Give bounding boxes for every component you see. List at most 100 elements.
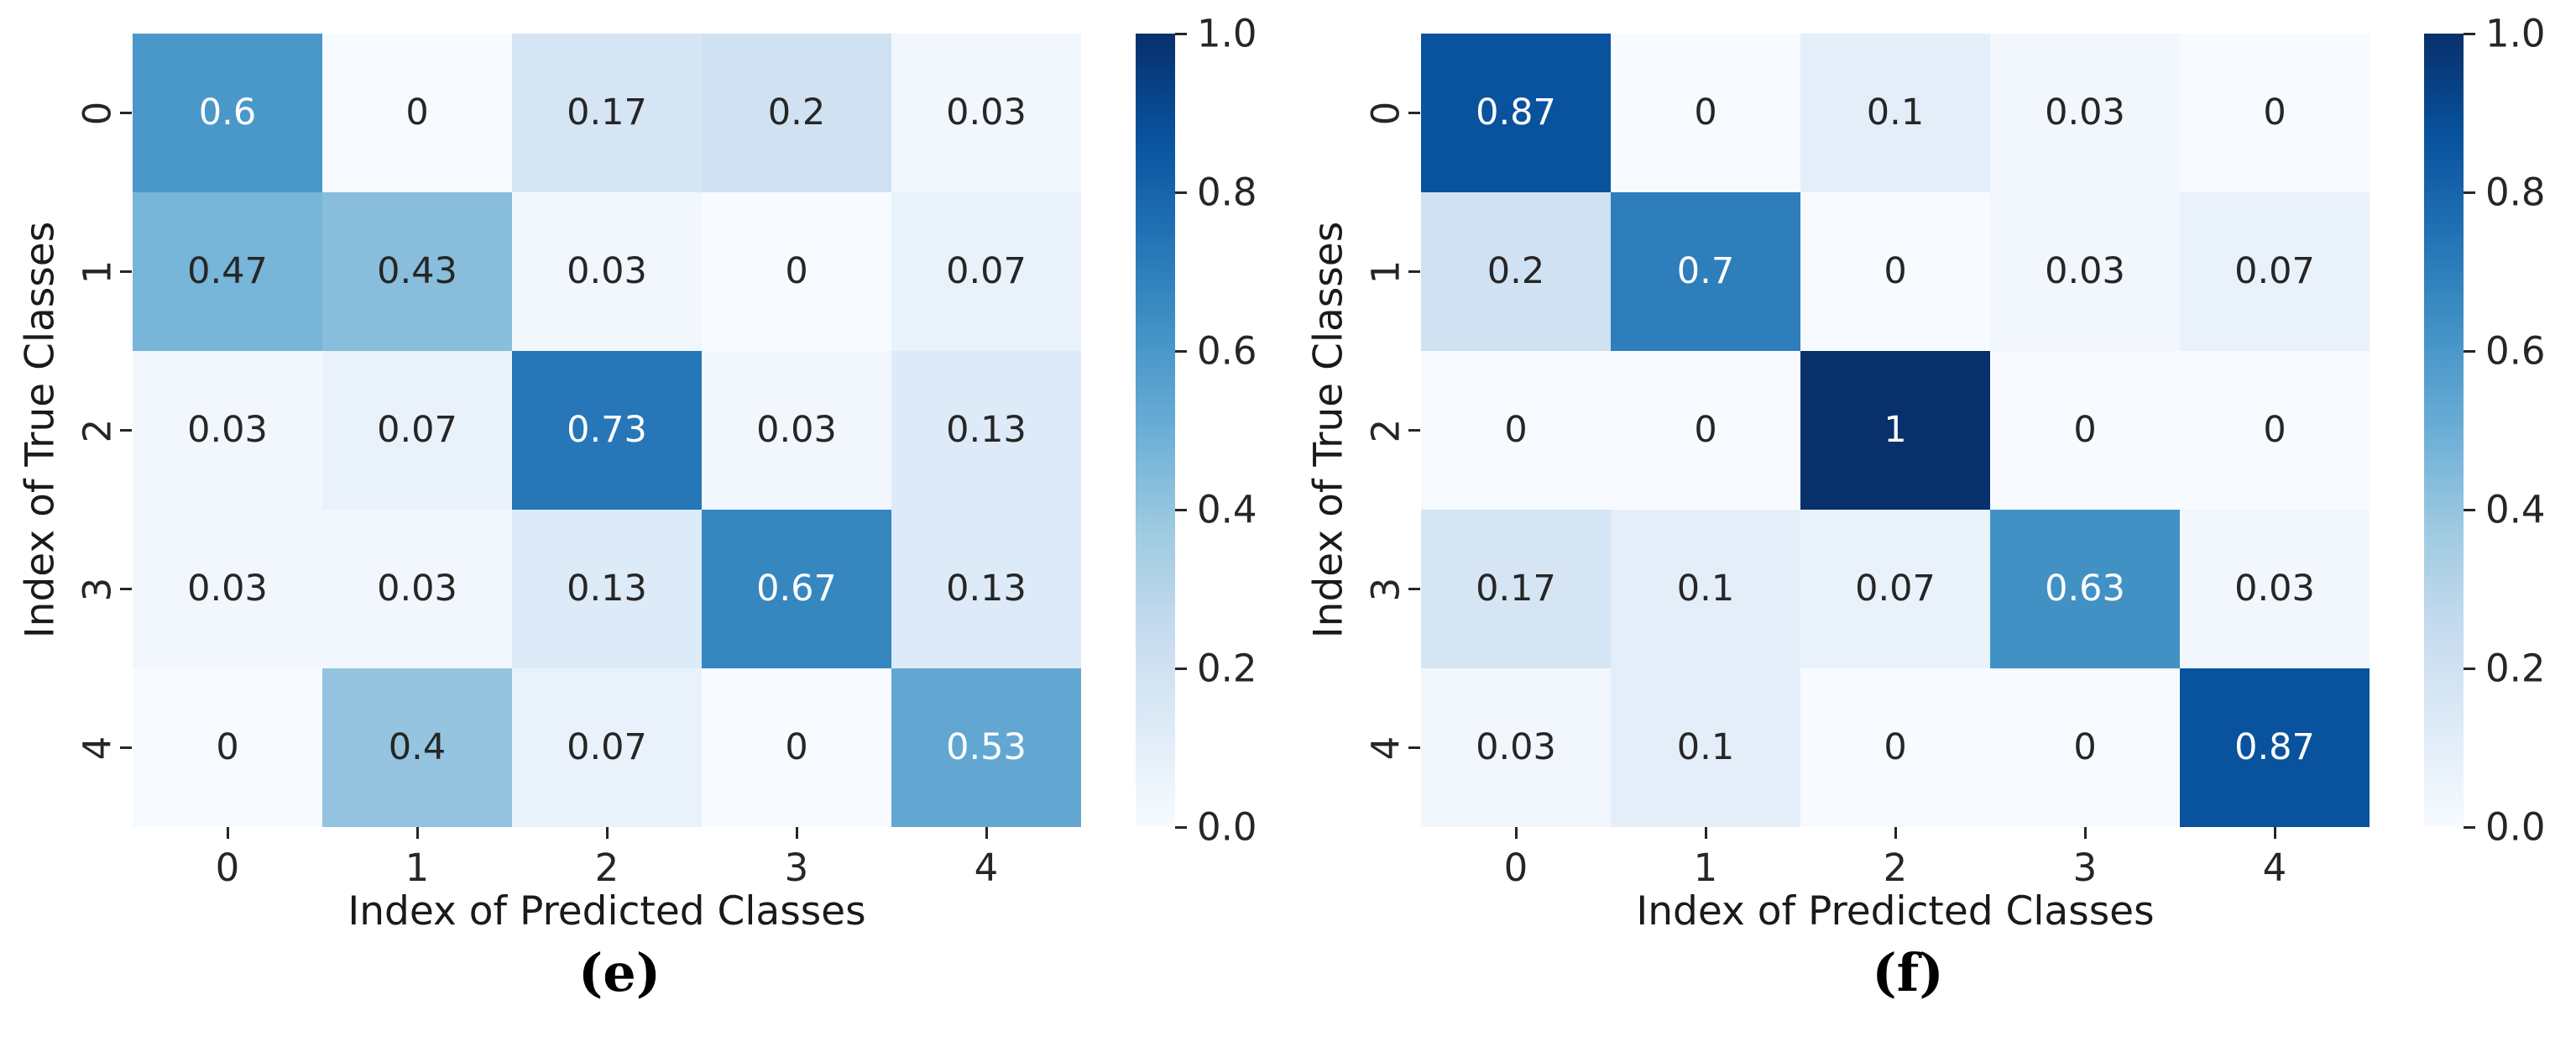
x-tick-label: 2 (1883, 846, 1908, 890)
cell-value: 0.2 (1487, 250, 1545, 292)
heatmap-cell: 1 (1800, 351, 1990, 510)
x-tick-label: 2 (594, 846, 619, 890)
cell-value: 0 (216, 726, 239, 768)
cell-value: 0.47 (187, 250, 268, 292)
cell-value: 0.03 (946, 92, 1027, 134)
cell-value: 0.67 (756, 568, 837, 610)
cell-value: 0.07 (567, 726, 647, 768)
cell-value: 0.03 (567, 250, 647, 292)
heatmap-cell: 0 (133, 668, 322, 827)
heatmap-cell: 0.1 (1611, 668, 1800, 827)
heatmap-cell: 0.13 (512, 510, 702, 668)
x-tick-label: 0 (215, 846, 240, 890)
y-axis-label: Index of True Classes (1305, 221, 1352, 639)
x-axis-label: Index of Predicted Classes (347, 888, 866, 935)
cell-value: 0.4 (388, 726, 447, 768)
x-tick-mark (2083, 827, 2087, 839)
y-tick-mark (120, 588, 132, 590)
colorbar-tick-mark (2464, 825, 2475, 829)
heatmap-cell: 0.63 (1990, 510, 2180, 668)
cell-value: 0.03 (2045, 92, 2125, 134)
cell-value: 0.07 (377, 409, 457, 451)
cell-value: 0 (1884, 726, 1907, 768)
cell-value: 0.6 (198, 92, 257, 134)
cell-value: 0.03 (1476, 726, 1556, 768)
x-tick-mark (795, 827, 798, 839)
cell-value: 0.43 (377, 250, 457, 292)
cell-value: 0 (2073, 409, 2097, 451)
heatmap-cell: 0 (702, 192, 891, 351)
heatmap-cell: 0.6 (133, 34, 322, 192)
heatmap-cell: 0.07 (891, 192, 1081, 351)
cell-value: 0 (785, 726, 808, 768)
heatmap-cell: 0.07 (1800, 510, 1990, 668)
y-tick-mark (1408, 588, 1420, 590)
y-tick-label: 0 (1363, 101, 1408, 125)
y-tick-mark (1408, 746, 1420, 749)
heatmap-cell: 0.07 (512, 668, 702, 827)
cell-value: 0.87 (2234, 726, 2315, 768)
y-tick-mark (1408, 112, 1420, 114)
cell-value: 0 (2073, 726, 2097, 768)
colorbar-tick-label: 0.8 (2485, 170, 2546, 215)
colorbar-tick-mark (1175, 667, 1187, 670)
colorbar-tick-label: 0.2 (1197, 646, 1257, 691)
y-tick-label: 1 (75, 259, 120, 284)
heatmap-cell: 0.73 (512, 351, 702, 510)
heatmap-cell: 0.13 (891, 351, 1081, 510)
cell-value: 0.1 (1676, 568, 1735, 610)
colorbar-tick-mark (2464, 32, 2475, 35)
x-tick-mark (1514, 827, 1518, 839)
x-tick-mark (2273, 827, 2276, 839)
heatmap-cell: 0.03 (2180, 510, 2370, 668)
y-tick-label: 4 (1363, 736, 1408, 760)
x-tick-label: 1 (405, 846, 430, 890)
cell-value: 1 (1884, 409, 1907, 451)
cell-value: 0.03 (187, 568, 268, 610)
x-tick-label: 4 (974, 846, 999, 890)
heatmap-cell: 0.03 (1421, 668, 1611, 827)
cell-value: 0.03 (377, 568, 457, 610)
heatmap-grid: 0.6 0 0.17 0.2 0.03 0.47 0.43 0.03 0 0.07 0.03 0.07… (133, 34, 1081, 827)
heatmap-cell: 0 (1990, 668, 2180, 827)
cell-value: 0.03 (187, 409, 268, 451)
heatmap-cell: 0 (1611, 351, 1800, 510)
cell-value: 0.1 (1676, 726, 1735, 768)
colorbar-tick-label: 0.0 (1197, 804, 1257, 850)
colorbar-tick-mark (2464, 191, 2475, 194)
x-tick-mark (605, 827, 609, 839)
cell-value: 0 (1694, 409, 1717, 451)
cell-value: 0 (785, 250, 808, 292)
subfigure-caption-f: (f) (1872, 942, 1944, 1003)
y-tick-label: 3 (75, 577, 120, 601)
x-axis-label: Index of Predicted Classes (1636, 888, 2155, 935)
heatmap-grid: 0.87 0 0.1 0.03 0 0.2 0.7 0 0.03 0.07 0 0 1 0 0 0.17 0.1… (1421, 34, 2370, 827)
y-tick-mark (120, 270, 132, 273)
x-tick-mark (226, 827, 229, 839)
heatmap-cell: 0 (2180, 351, 2370, 510)
heatmap-cell: 0.13 (891, 510, 1081, 668)
cell-value: 0 (1884, 250, 1907, 292)
x-tick-label: 0 (1503, 846, 1528, 890)
cell-value: 0.1 (1866, 92, 1925, 134)
cell-value: 0 (405, 92, 429, 134)
colorbar-tick-mark (1175, 349, 1187, 353)
cell-value: 0.2 (767, 92, 826, 134)
colorbar-tick-label: 0.4 (2485, 487, 2546, 532)
x-tick-label: 1 (1693, 846, 1718, 890)
y-tick-mark (120, 429, 132, 432)
heatmap-cell: 0 (1421, 351, 1611, 510)
x-tick-label: 4 (2262, 846, 2287, 890)
colorbar-tick-mark (1175, 508, 1187, 511)
cell-value: 0.87 (1476, 92, 1556, 134)
cell-value: 0.13 (946, 568, 1027, 610)
cell-value: 0 (2263, 409, 2286, 451)
colorbar-tick-label: 1.0 (2485, 11, 2546, 56)
heatmap-cell: 0 (1800, 668, 1990, 827)
subfigure-caption-e: (e) (577, 942, 661, 1003)
colorbar-tick-label: 1.0 (1197, 11, 1257, 56)
cell-value: 0.17 (567, 92, 647, 134)
heatmap-cell: 0.17 (512, 34, 702, 192)
